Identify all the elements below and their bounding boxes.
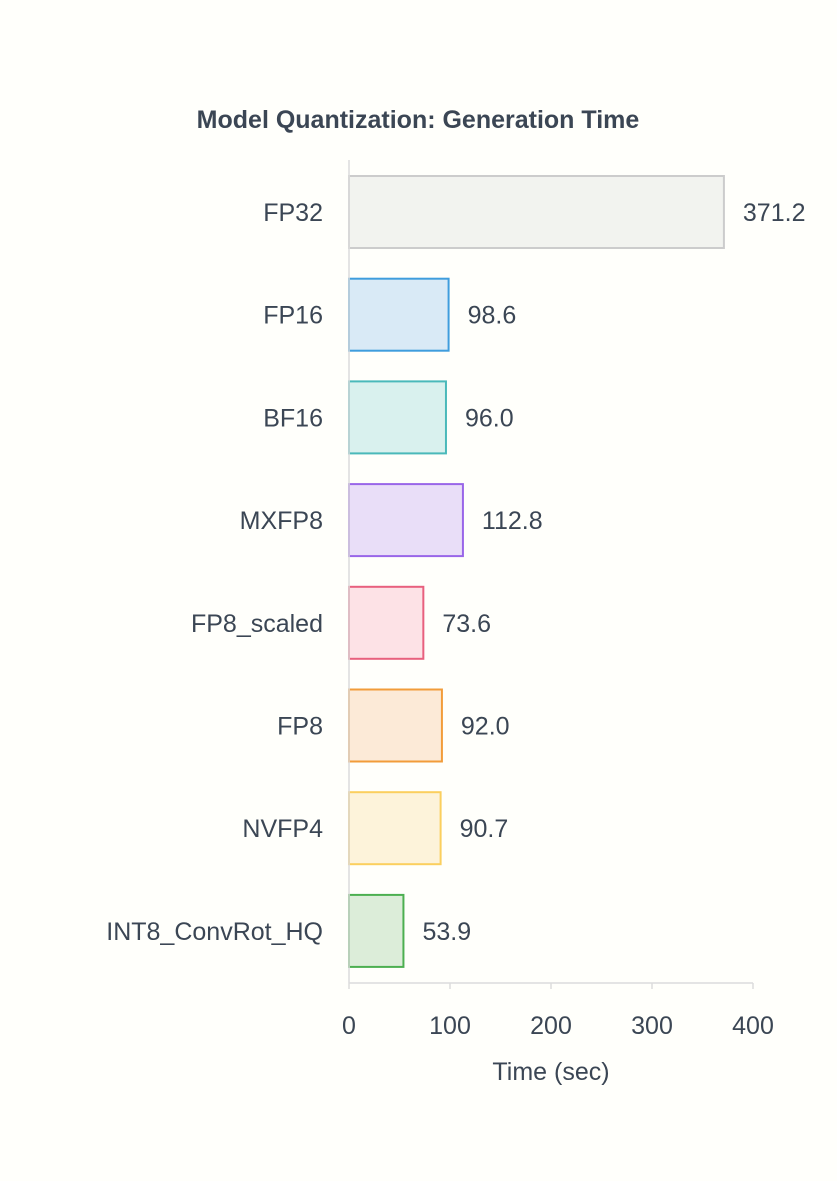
- value-label: 92.0: [461, 713, 510, 741]
- category-label: INT8_ConvRot_HQ: [106, 918, 323, 946]
- x-axis-label: Time (sec): [492, 1058, 609, 1086]
- value-label: 98.6: [468, 302, 517, 330]
- value-label: 371.2: [743, 199, 806, 227]
- x-tick-label: 300: [631, 1012, 673, 1040]
- bar: [348, 688, 443, 763]
- x-tick-label: 0: [342, 1012, 356, 1040]
- category-label: FP16: [263, 302, 323, 330]
- value-label: 112.8: [482, 507, 543, 535]
- bar: [348, 791, 442, 866]
- bar: [348, 483, 464, 558]
- value-label: 96.0: [465, 404, 514, 432]
- category-label: NVFP4: [242, 815, 323, 843]
- bar: [348, 380, 447, 455]
- category-label: FP32: [263, 199, 323, 227]
- category-label: BF16: [263, 404, 323, 432]
- value-label: 90.7: [460, 815, 509, 843]
- x-tick-label: 100: [429, 1012, 471, 1040]
- bar: [348, 585, 425, 660]
- x-tick-label: 400: [732, 1012, 774, 1040]
- bar: [348, 175, 725, 249]
- value-label: 53.9: [422, 918, 471, 946]
- category-label: FP8: [277, 713, 323, 741]
- category-label: FP8_scaled: [191, 610, 323, 638]
- bar: [348, 893, 405, 968]
- x-tick-label: 200: [530, 1012, 572, 1040]
- value-label: 73.6: [442, 610, 491, 638]
- category-label: MXFP8: [240, 507, 323, 535]
- chart-title: Model Quantization: Generation Time: [197, 106, 640, 134]
- axes-layer: 0 100 200 300 400: [342, 160, 774, 1040]
- bar: [348, 277, 450, 352]
- bars-layer: FP32 371.2 FP16 98.6 BF16 96.0 MXFP8 112.8 FP8_s…: [106, 175, 806, 968]
